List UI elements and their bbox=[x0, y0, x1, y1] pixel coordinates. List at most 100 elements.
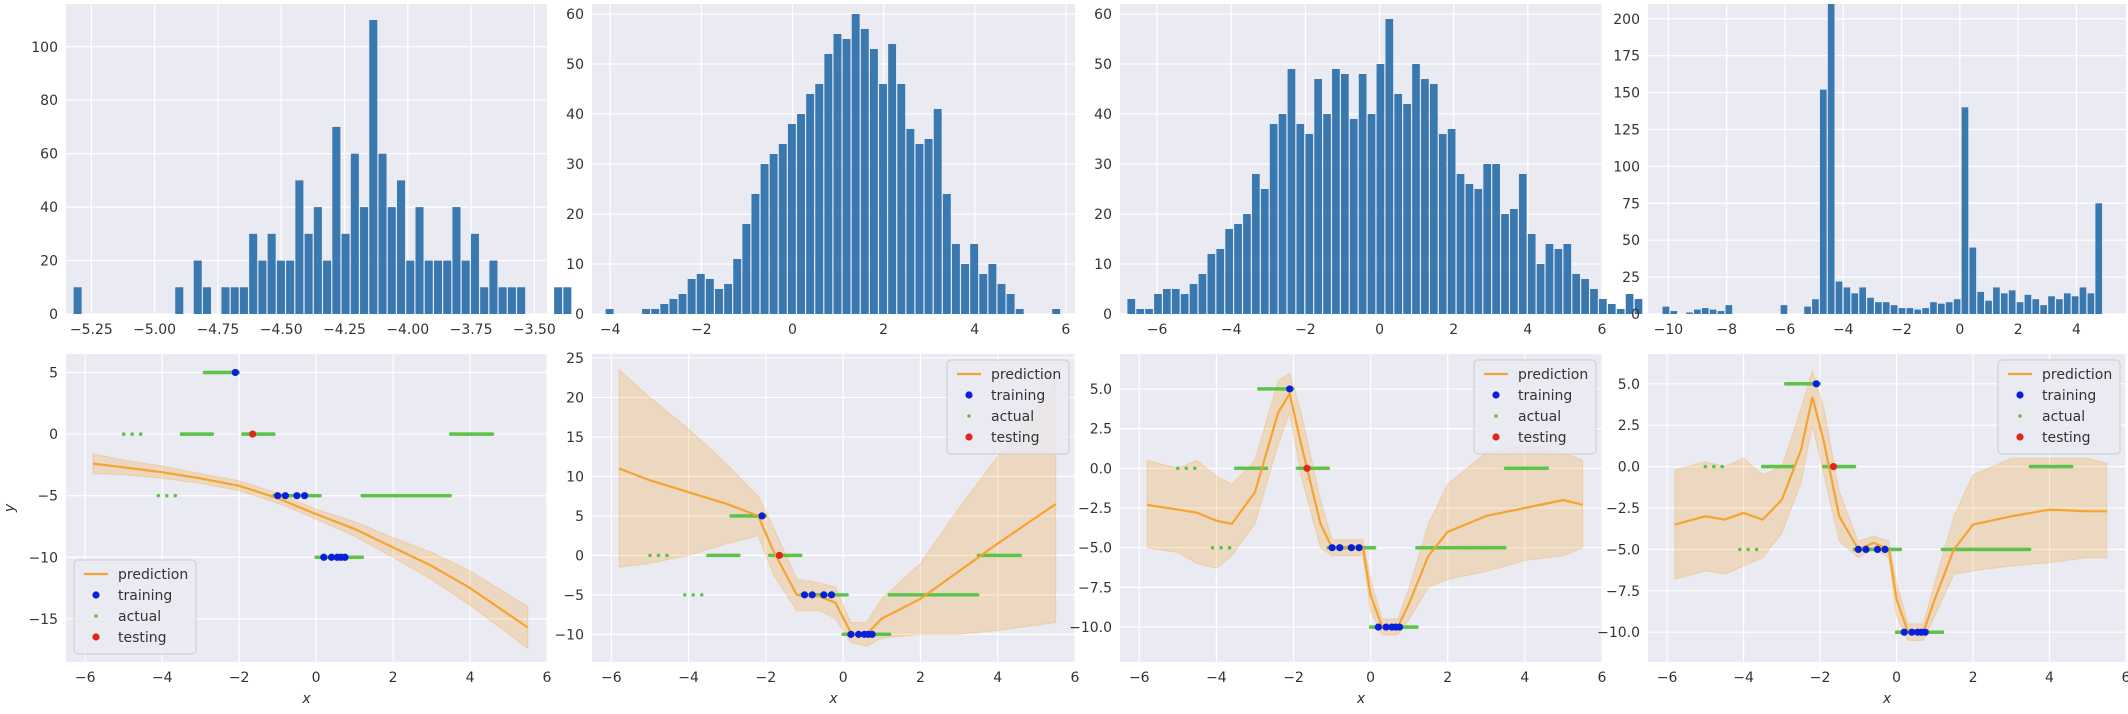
x-tick-label: −6 bbox=[601, 670, 622, 686]
training-points bbox=[1812, 380, 1929, 636]
training-point bbox=[1355, 544, 1363, 552]
histogram-bar bbox=[1216, 249, 1225, 314]
legend-label-testing: testing bbox=[2042, 430, 2091, 446]
histogram-bar bbox=[1287, 69, 1296, 314]
histogram-bar bbox=[1180, 294, 1189, 314]
prediction-line bbox=[618, 467, 1057, 636]
histogram-bar bbox=[563, 287, 572, 314]
y-tick-label: −7.5 bbox=[1606, 584, 1640, 600]
testing-point bbox=[249, 430, 257, 438]
training-points bbox=[758, 512, 876, 638]
legend-box bbox=[73, 559, 197, 655]
actual-point bbox=[490, 432, 495, 436]
histogram-bar bbox=[1332, 69, 1340, 314]
histogram-bar bbox=[480, 287, 489, 314]
y-tick-label: 20 bbox=[566, 207, 584, 223]
histogram-bar bbox=[1412, 64, 1420, 314]
histogram-bar bbox=[1961, 107, 1969, 314]
y-tick-label: 5 bbox=[49, 365, 58, 381]
histogram-bar bbox=[313, 207, 322, 314]
histogram-bar bbox=[1867, 297, 1874, 314]
y-tick-label: −2.5 bbox=[1606, 501, 1640, 517]
histogram-bar bbox=[1403, 104, 1411, 314]
histogram-bar bbox=[2056, 299, 2063, 314]
y-tick-label: 125 bbox=[1613, 122, 1640, 138]
training-point bbox=[341, 553, 349, 561]
x-tick-label: 0 bbox=[1375, 322, 1384, 338]
actual-point bbox=[1219, 545, 1223, 550]
y-tick-label: 0 bbox=[49, 427, 58, 443]
x-tick-label: 2 bbox=[1443, 670, 1452, 686]
actual-point bbox=[665, 553, 669, 558]
training-point bbox=[1347, 544, 1355, 552]
histogram-bar bbox=[833, 34, 842, 314]
x-tick-label: 4 bbox=[1523, 322, 1532, 338]
plot-area bbox=[1674, 368, 2108, 641]
actual-point bbox=[2069, 464, 2074, 469]
x-tick-label: −2 bbox=[756, 670, 777, 686]
histogram-bar bbox=[1670, 311, 1678, 314]
histogram-bar bbox=[1456, 174, 1465, 314]
histogram-bar bbox=[906, 129, 915, 314]
histogram-bar bbox=[1243, 214, 1251, 314]
histogram-bar bbox=[660, 304, 669, 314]
legend-label-prediction: prediction bbox=[118, 567, 188, 583]
histogram-bar bbox=[286, 260, 295, 314]
actual-point bbox=[121, 432, 126, 436]
histogram-bar bbox=[1953, 299, 1961, 314]
legend-label-actual: actual bbox=[1518, 409, 1561, 425]
legend-box bbox=[946, 359, 1070, 455]
legend-box bbox=[1997, 359, 2121, 455]
histogram-bar bbox=[1429, 84, 1438, 314]
x-tick-label: −4.25 bbox=[323, 322, 366, 338]
histogram-bar bbox=[733, 259, 742, 314]
histogram-bar bbox=[1269, 124, 1278, 314]
training-point bbox=[1921, 628, 1929, 636]
histogram-bar bbox=[1385, 19, 1394, 314]
histogram-bar bbox=[193, 260, 202, 314]
y-tick-label: 10 bbox=[1094, 257, 1112, 273]
legend-label-prediction: prediction bbox=[1518, 367, 1588, 383]
training-point bbox=[1862, 545, 1870, 553]
x-tick-label: 0 bbox=[839, 670, 848, 686]
bars bbox=[605, 14, 1061, 314]
x-axis-label: x bbox=[1356, 691, 1366, 707]
training-point bbox=[320, 553, 328, 561]
x-tick-label: 4 bbox=[993, 670, 1002, 686]
histogram-bar bbox=[2024, 294, 2032, 314]
training-point bbox=[1908, 628, 1916, 636]
legend-swatch-training bbox=[2016, 391, 2024, 399]
confidence-band bbox=[92, 453, 529, 650]
y-tick-label: 60 bbox=[1094, 7, 1112, 23]
histogram-bar bbox=[498, 287, 507, 314]
actual-point bbox=[1720, 464, 1724, 469]
training-point bbox=[281, 492, 289, 500]
histogram-bar bbox=[1859, 287, 1866, 314]
histogram-bar bbox=[1563, 244, 1572, 314]
actual-point bbox=[1711, 464, 1716, 469]
histogram-bar bbox=[397, 180, 406, 314]
histogram-bar bbox=[1501, 214, 1509, 314]
x-tick-label: 4 bbox=[2045, 670, 2054, 686]
histogram-bar bbox=[605, 309, 614, 314]
y-tick-label: 2.5 bbox=[1090, 422, 1112, 438]
x-tick-label: −2 bbox=[1891, 322, 1912, 338]
histogram-bar bbox=[1296, 124, 1305, 314]
y-tick-label: 200 bbox=[1613, 12, 1640, 28]
histogram-bar bbox=[806, 94, 815, 314]
histogram-bar bbox=[267, 233, 276, 314]
actual-point bbox=[1227, 545, 1232, 550]
x-tick-label: −3.75 bbox=[450, 322, 493, 338]
x-tick-label: −4 bbox=[678, 670, 699, 686]
panel-histogram-4: −10 −8 −6 −4 −2 0 2 4 0 25 50 75 100 125 150 175 200 bbox=[1613, 4, 2126, 338]
histogram-bar bbox=[1969, 247, 1977, 314]
histogram-bar bbox=[1812, 299, 1819, 314]
histogram-bar bbox=[769, 154, 778, 314]
x-tick-label: 4 bbox=[466, 670, 475, 686]
histogram-bar bbox=[1906, 308, 1914, 314]
y-tick-label: 100 bbox=[1613, 159, 1640, 175]
histogram-bar bbox=[1625, 294, 1634, 314]
x-tick-label: −2 bbox=[1283, 670, 1304, 686]
histogram-bar bbox=[1890, 305, 1898, 314]
